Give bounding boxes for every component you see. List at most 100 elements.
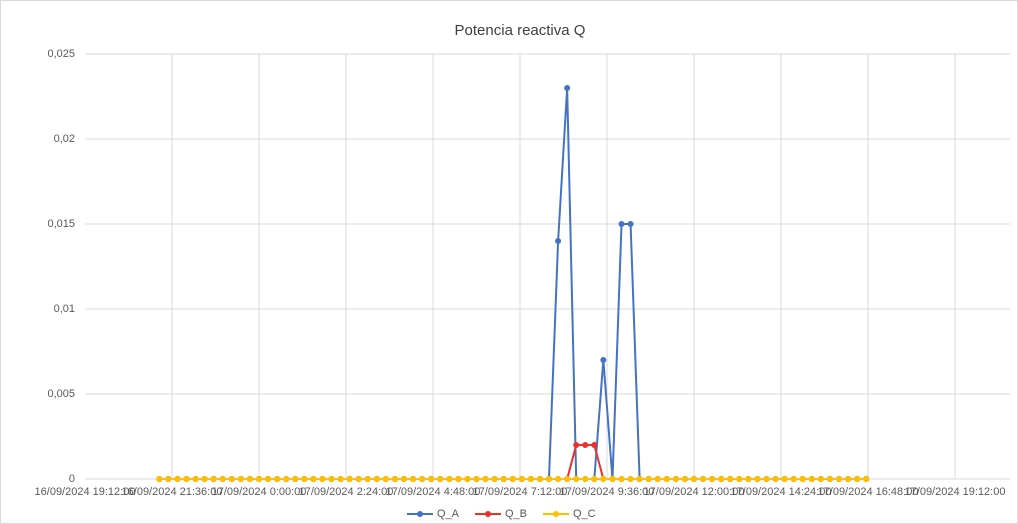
- data-point: [328, 476, 335, 482]
- data-point: [201, 476, 208, 482]
- data-point: [591, 442, 598, 448]
- data-point: [709, 476, 716, 482]
- y-tick-label: 0,005: [47, 388, 75, 400]
- data-point: [337, 476, 344, 482]
- data-point: [355, 476, 362, 482]
- data-point: [391, 476, 398, 482]
- data-point: [573, 476, 580, 482]
- x-tick-label: 17/09/2024 14:24:00: [731, 486, 832, 498]
- x-tick-label: 17/09/2024 12:00:00: [644, 486, 745, 498]
- data-point: [555, 238, 562, 244]
- data-point: [555, 476, 562, 482]
- data-point: [754, 476, 761, 482]
- x-tick-label: 17/09/2024 2:24:00: [299, 486, 394, 498]
- data-point: [265, 476, 272, 482]
- data-point: [219, 476, 226, 482]
- data-point: [274, 476, 281, 482]
- data-point: [727, 476, 734, 482]
- data-point: [364, 476, 371, 482]
- data-point: [437, 476, 444, 482]
- data-point: [192, 476, 199, 482]
- legend-label: Q_A: [437, 508, 460, 520]
- data-point: [527, 476, 534, 482]
- data-point: [464, 476, 471, 482]
- data-point: [428, 476, 435, 482]
- data-point: [772, 476, 779, 482]
- data-point: [500, 476, 507, 482]
- data-point: [382, 476, 389, 482]
- data-point: [573, 442, 580, 448]
- data-point: [790, 476, 797, 482]
- data-point: [491, 476, 498, 482]
- data-point: [618, 221, 625, 227]
- data-point: [228, 476, 235, 482]
- data-point: [654, 476, 661, 482]
- data-point: [301, 476, 308, 482]
- x-tick-label: 17/09/2024 0:00:00: [212, 486, 307, 498]
- data-point: [446, 476, 453, 482]
- data-point: [319, 476, 326, 482]
- data-point: [799, 476, 806, 482]
- data-point: [636, 476, 643, 482]
- data-point: [246, 476, 253, 482]
- data-point: [401, 476, 408, 482]
- data-point: [283, 476, 290, 482]
- data-point: [482, 476, 489, 482]
- x-tick-label: 17/09/2024 16:48:00: [818, 486, 919, 498]
- data-point: [600, 357, 607, 363]
- data-point: [836, 476, 843, 482]
- data-point: [609, 476, 616, 482]
- legend-label: Q_B: [505, 508, 527, 520]
- x-tick-label: 17/09/2024 7:12:00: [473, 486, 568, 498]
- x-tick-label: 17/09/2024 4:48:00: [386, 486, 481, 498]
- legend-label: Q_C: [573, 508, 596, 520]
- data-point: [845, 476, 852, 482]
- data-point: [536, 476, 543, 482]
- data-point: [863, 476, 870, 482]
- data-point: [618, 476, 625, 482]
- data-point: [718, 476, 725, 482]
- data-point: [736, 476, 743, 482]
- chart-title: Potencia reactiva Q: [455, 22, 586, 39]
- data-point: [564, 85, 571, 91]
- data-point: [645, 476, 652, 482]
- data-point: [165, 476, 172, 482]
- data-point: [473, 476, 480, 482]
- data-point: [346, 476, 353, 482]
- data-point: [854, 476, 861, 482]
- data-point: [509, 476, 516, 482]
- data-point: [591, 476, 598, 482]
- data-point: [600, 476, 607, 482]
- data-point: [564, 476, 571, 482]
- data-point: [582, 476, 589, 482]
- x-tick-label: 16/09/2024 21:36:00: [122, 486, 223, 498]
- data-point: [518, 476, 525, 482]
- data-point: [691, 476, 697, 482]
- data-point: [781, 476, 788, 482]
- x-tick-label: 17/09/2024 19:12:00: [905, 486, 1006, 498]
- x-tick-label: 17/09/2024 9:36:00: [560, 486, 655, 498]
- data-point: [373, 476, 380, 482]
- data-point: [310, 476, 317, 482]
- y-tick-label: 0,01: [54, 303, 75, 315]
- data-point: [292, 476, 299, 482]
- data-point: [700, 476, 707, 482]
- data-point: [627, 476, 634, 482]
- data-point: [545, 476, 552, 482]
- data-point: [183, 476, 190, 482]
- legend-marker: [417, 511, 423, 517]
- data-point: [419, 476, 426, 482]
- data-point: [826, 476, 833, 482]
- y-tick-label: 0,02: [54, 133, 75, 145]
- x-tick-label: 16/09/2024 19:12:00: [35, 486, 136, 498]
- data-point: [455, 476, 462, 482]
- data-point: [156, 476, 163, 482]
- data-point: [627, 221, 634, 227]
- data-point: [763, 476, 770, 482]
- data-point: [745, 476, 752, 482]
- y-tick-label: 0: [69, 473, 75, 485]
- legend-marker: [553, 511, 559, 517]
- data-point: [582, 442, 589, 448]
